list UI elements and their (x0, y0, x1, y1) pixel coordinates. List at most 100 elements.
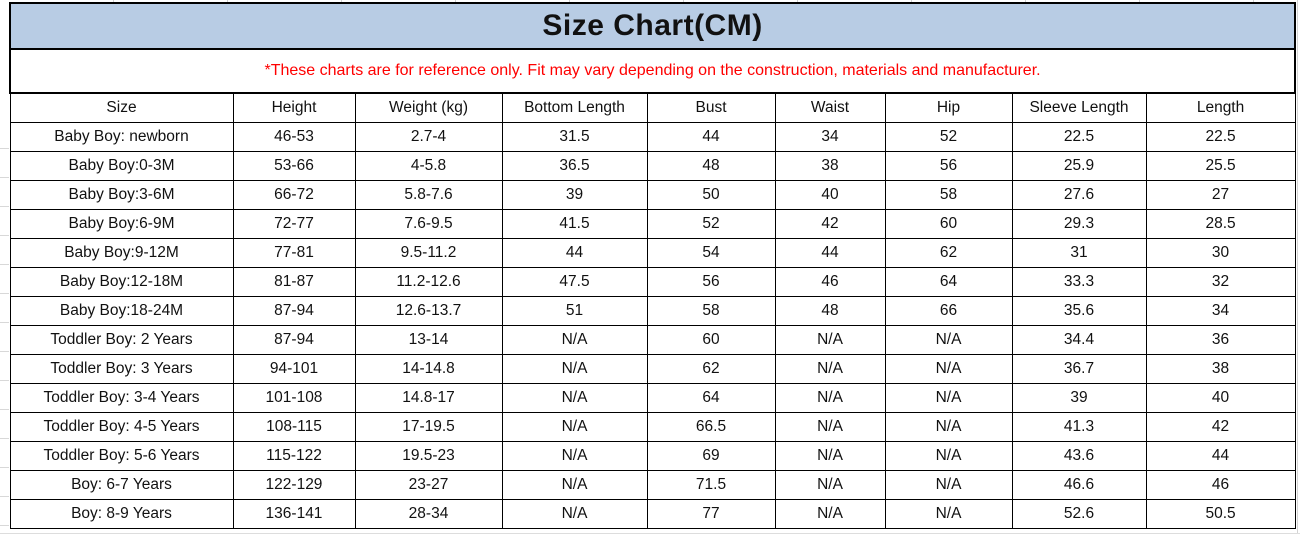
table-cell: 62 (646, 353, 776, 384)
table-row: Baby Boy:3-6M 66-72 5.8-7.6 39 50 40 58 27.6 27 (9, 179, 1296, 210)
column-header-length: Length (1145, 92, 1296, 123)
table-cell: N/A (501, 324, 648, 355)
disclaimer-row: *These charts are for reference only. Fi… (8, 48, 1297, 94)
table-cell: 71.5 (646, 469, 776, 500)
table-cell: 50.5 (1145, 498, 1296, 529)
table-cell: N/A (774, 353, 886, 384)
table-cell: Baby Boy: newborn (9, 121, 234, 152)
table-cell: 25.5 (1145, 150, 1296, 181)
table-row: Baby Boy:0-3M 53-66 4-5.8 36.5 48 38 56 25.9 25.… (9, 150, 1296, 181)
column-header-height: Height (232, 92, 356, 123)
table-row: Toddler Boy: 3-4 Years 101-108 14.8-17 N/A 6… (9, 382, 1296, 413)
table-row: Toddler Boy: 2 Years 87-94 13-14 N/A 60 N/A N/… (9, 324, 1296, 355)
table-cell: 115-122 (232, 440, 356, 471)
table-cell: 43.6 (1011, 440, 1147, 471)
table-cell: 23-27 (354, 469, 503, 500)
table-cell: 44 (646, 121, 776, 152)
table-cell: 44 (774, 237, 886, 268)
table-cell: 25.9 (1011, 150, 1147, 181)
table-row: Baby Boy:6-9M 72-77 7.6-9.5 41.5 52 42 60 29.3 2… (9, 208, 1296, 239)
table-cell: 52 (884, 121, 1013, 152)
table-cell: 46-53 (232, 121, 356, 152)
table-cell: 34.4 (1011, 324, 1147, 355)
table-cell: 46 (1145, 469, 1296, 500)
table-cell: 51 (501, 295, 648, 326)
table-cell: Baby Boy:3-6M (9, 179, 234, 210)
table-cell: Boy: 6-7 Years (9, 469, 234, 500)
table-cell: 94-101 (232, 353, 356, 384)
table-cell: N/A (774, 324, 886, 355)
spreadsheet-gridline-right (1297, 0, 1298, 534)
table-cell: N/A (774, 498, 886, 529)
table-cell: 56 (884, 150, 1013, 181)
table-cell: 39 (501, 179, 648, 210)
table-cell: Baby Boy:12-18M (9, 266, 234, 297)
table-cell: Boy: 8-9 Years (9, 498, 234, 529)
table-cell: 87-94 (232, 295, 356, 326)
column-header-sleeve-length: Sleeve Length (1011, 92, 1147, 123)
table-cell: 40 (1145, 382, 1296, 413)
table-cell: 66.5 (646, 411, 776, 442)
table-cell: 27.6 (1011, 179, 1147, 210)
size-chart-table: Size Chart(CM) *These charts are for ref… (8, 2, 1297, 529)
table-cell: 31 (1011, 237, 1147, 268)
table-cell: 29.3 (1011, 208, 1147, 239)
table-cell: N/A (501, 411, 648, 442)
table-cell: 122-129 (232, 469, 356, 500)
table-cell: N/A (884, 382, 1013, 413)
table-cell: N/A (774, 469, 886, 500)
table-cell: 46 (774, 266, 886, 297)
column-header-weight-kg-: Weight (kg) (354, 92, 503, 123)
table-row: Baby Boy:18-24M 87-94 12.6-13.7 51 58 48 66 35.… (9, 295, 1296, 326)
column-header-waist: Waist (774, 92, 886, 123)
size-table-body: Size Chart(CM) *These charts are for ref… (8, 2, 1297, 529)
table-cell: 14-14.8 (354, 353, 503, 384)
table-cell: 39 (1011, 382, 1147, 413)
table-cell: N/A (501, 440, 648, 471)
table-row: Baby Boy:9-12M 77-81 9.5-11.2 44 54 44 62 31 30 (9, 237, 1296, 268)
table-row: Toddler Boy: 5-6 Years 115-122 19.5-23 N/A 6… (9, 440, 1296, 471)
table-cell: 87-94 (232, 324, 356, 355)
table-cell: N/A (884, 324, 1013, 355)
table-cell: 11.2-12.6 (354, 266, 503, 297)
table-cell: 27 (1145, 179, 1296, 210)
table-cell: 28.5 (1145, 208, 1296, 239)
table-cell: N/A (501, 469, 648, 500)
table-cell: 58 (884, 179, 1013, 210)
table-cell: 9.5-11.2 (354, 237, 503, 268)
table-cell: Baby Boy:6-9M (9, 208, 234, 239)
table-row: Toddler Boy: 4-5 Years 108-115 17-19.5 N/A 6… (9, 411, 1296, 442)
table-cell: 12.6-13.7 (354, 295, 503, 326)
column-header-size: Size (9, 92, 234, 123)
column-header-bottom-length: Bottom Length (501, 92, 648, 123)
page-title: Size Chart(CM) (8, 2, 1297, 50)
table-cell: N/A (501, 353, 648, 384)
table-cell: 60 (646, 324, 776, 355)
table-cell: 32 (1145, 266, 1296, 297)
table-cell: N/A (884, 440, 1013, 471)
table-row: Baby Boy:12-18M 81-87 11.2-12.6 47.5 56 46 64 3… (9, 266, 1296, 297)
table-cell: N/A (774, 440, 886, 471)
table-cell: 2.7-4 (354, 121, 503, 152)
table-cell: 41.3 (1011, 411, 1147, 442)
table-cell: 14.8-17 (354, 382, 503, 413)
table-cell: 30 (1145, 237, 1296, 268)
table-cell: 77 (646, 498, 776, 529)
table-cell: 54 (646, 237, 776, 268)
title-row: Size Chart(CM) (8, 2, 1297, 50)
table-cell: N/A (774, 411, 886, 442)
table-cell: Toddler Boy: 4-5 Years (9, 411, 234, 442)
spreadsheet-gridline-left-ticks (0, 120, 9, 532)
table-cell: 81-87 (232, 266, 356, 297)
table-cell: 53-66 (232, 150, 356, 181)
table-cell: 60 (884, 208, 1013, 239)
table-cell: 72-77 (232, 208, 356, 239)
table-cell: 41.5 (501, 208, 648, 239)
table-cell: 34 (774, 121, 886, 152)
table-cell: 36.7 (1011, 353, 1147, 384)
table-cell: N/A (501, 498, 648, 529)
table-cell: 64 (884, 266, 1013, 297)
table-cell: 50 (646, 179, 776, 210)
table-cell: 66-72 (232, 179, 356, 210)
table-cell: Baby Boy:9-12M (9, 237, 234, 268)
